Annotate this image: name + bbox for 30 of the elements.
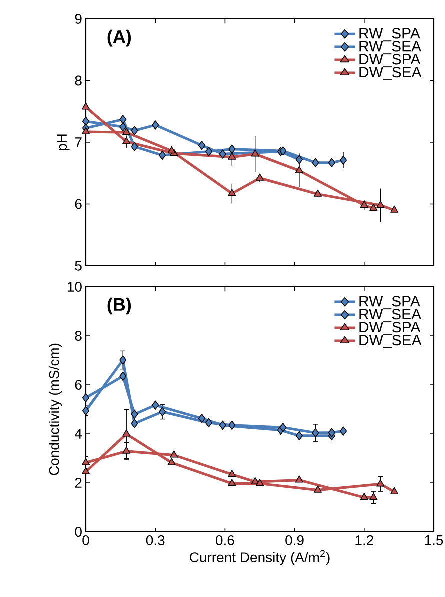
x-tick-label: 0.3 [146,536,165,546]
y-tick-label: 8 [75,331,82,341]
x-tick-label: 1.5 [425,536,444,546]
x-tick-label: 0 [82,536,90,546]
y-tick-label: 9 [75,14,82,24]
y-tick-label: 2 [75,478,82,488]
legend-label: RW_SEA [360,309,422,323]
y-tick-label: 6 [75,199,82,210]
legend-label: RW_SEA [360,41,422,55]
legend-label: DW_SEA [360,67,422,81]
y-tick-label: 7 [75,138,82,148]
y-tick-label: 4 [74,429,82,439]
text: (B) [108,298,132,315]
text: (A) [108,30,132,47]
y-tick-label: 10 [68,282,82,292]
legend-label: DW_SPA [360,322,421,336]
x-tick-label: 0.9 [286,536,304,546]
x-tick-label: 0.6 [216,536,234,546]
y-tick-label: 5 [75,261,82,271]
y-axis-title: Conductivity (mS/cm) [48,344,62,476]
x-tick-label: 1.2 [356,536,374,546]
legend-label: RW_SPA [360,296,420,310]
legend-label: DW_SPA [360,54,421,68]
y-tick-label: 6 [75,380,82,390]
y-tick-label: 8 [75,76,82,86]
x-axis-title: Current Density (A/m$^{2}$) [190,550,330,566]
legend-label: RW_SPA [360,28,420,42]
y-axis-title: pH [57,134,70,151]
y-tick-label: 0 [75,527,82,537]
legend-label: DW_SEA [360,335,422,348]
